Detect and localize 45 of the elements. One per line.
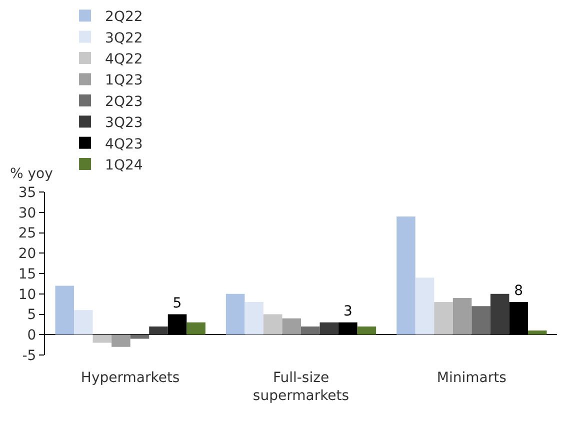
- y-tick-label: 0: [27, 328, 36, 344]
- bar: [396, 216, 416, 335]
- legend-label: 2Q23: [105, 94, 143, 110]
- x-tick-label: Hypermarkets: [80, 370, 180, 386]
- bar: [472, 306, 490, 335]
- legend-label: 3Q23: [105, 115, 143, 132]
- bar: [244, 302, 264, 335]
- x-tick-label: Minimarts: [436, 370, 506, 386]
- legend-label: 2Q22: [105, 9, 143, 26]
- bar: [263, 314, 282, 335]
- bar: [452, 298, 472, 335]
- bar: [186, 322, 206, 335]
- y-tick-label: 30: [18, 205, 36, 222]
- legend-label: 1Q24: [105, 157, 143, 174]
- bar: [528, 330, 547, 335]
- bar: [92, 334, 112, 343]
- y-tick-label: 10: [18, 286, 36, 303]
- data-label: 5: [172, 295, 182, 312]
- bar: [282, 318, 301, 335]
- legend-label: 4Q23: [105, 136, 143, 152]
- bar: [301, 326, 320, 335]
- legend-label: 1Q23: [105, 72, 143, 89]
- legend-label: 4Q22: [105, 51, 143, 68]
- bar: [490, 294, 510, 335]
- data-label: 3: [343, 303, 352, 320]
- bar: [130, 334, 150, 339]
- bar: [55, 286, 74, 335]
- bar: [149, 326, 168, 335]
- y-tick-label: 5: [27, 307, 36, 324]
- y-tick-label: -5: [22, 348, 36, 364]
- bar: [357, 326, 376, 335]
- data-label: 8: [514, 283, 524, 300]
- bar: [74, 310, 93, 335]
- y-tick-label: 25: [18, 226, 36, 242]
- bar: [226, 294, 245, 335]
- y-tick-label: 20: [18, 246, 36, 262]
- y-tick-label: 15: [18, 266, 36, 282]
- y-axis-title: % yoy: [10, 166, 53, 182]
- bar: [415, 278, 434, 335]
- bar: [112, 334, 130, 347]
- y-tick-label: 35: [18, 184, 36, 201]
- legend-label: 3Q22: [105, 30, 143, 46]
- bar: [320, 322, 339, 335]
- bar: [434, 302, 453, 335]
- x-tick-label: Full-size supermarkets: [252, 370, 350, 404]
